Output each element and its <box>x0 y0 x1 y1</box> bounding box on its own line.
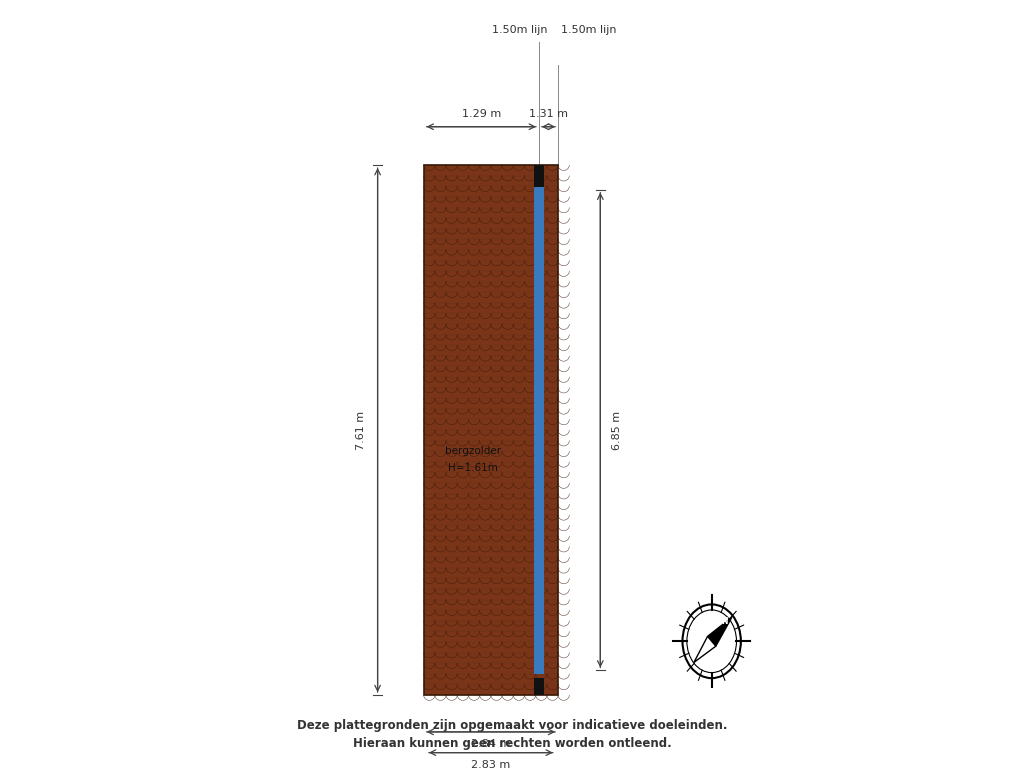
Text: N: N <box>722 617 728 627</box>
Text: H=1.61m: H=1.61m <box>449 463 499 473</box>
Text: Deze plattegronden zijn opgemaakt voor indicatieve doeleinden.: Deze plattegronden zijn opgemaakt voor i… <box>297 720 727 732</box>
Polygon shape <box>708 617 732 646</box>
Bar <box>424 165 558 695</box>
Bar <box>534 678 544 695</box>
Text: bergzolder: bergzolder <box>445 446 502 456</box>
Text: 1.29 m: 1.29 m <box>462 109 501 120</box>
Text: 1.50m lijn: 1.50m lijn <box>561 25 616 35</box>
Text: 1.31 m: 1.31 m <box>529 109 568 120</box>
Text: 2.84 m: 2.84 m <box>471 739 511 750</box>
Text: 2.83 m: 2.83 m <box>471 760 511 768</box>
Text: 1.50m lijn: 1.50m lijn <box>492 25 548 35</box>
Text: 7.61 m: 7.61 m <box>355 411 366 449</box>
Bar <box>534 165 544 187</box>
Text: 6.85 m: 6.85 m <box>612 411 623 449</box>
Text: Hieraan kunnen geen rechten worden ontleend.: Hieraan kunnen geen rechten worden ontle… <box>352 737 672 750</box>
Polygon shape <box>694 637 716 663</box>
Bar <box>534 182 544 674</box>
